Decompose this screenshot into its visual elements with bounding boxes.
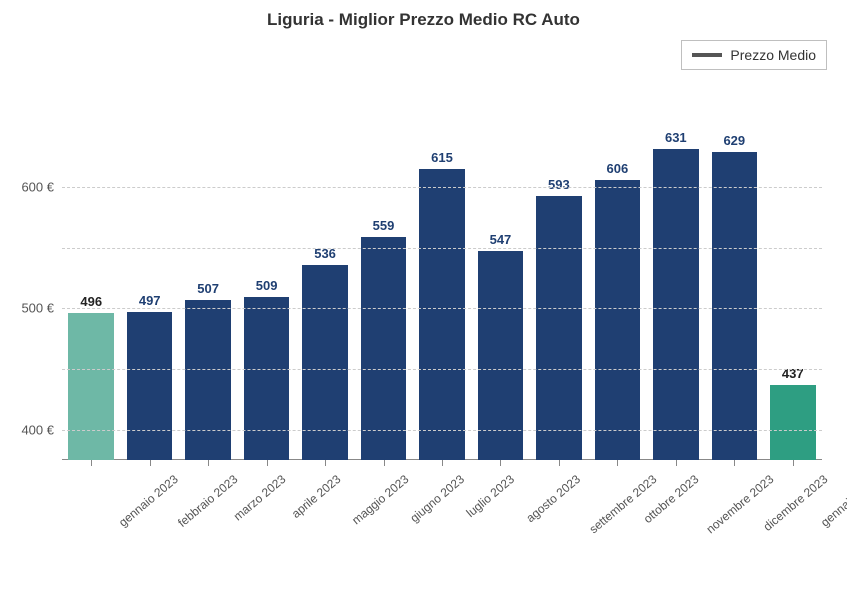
x-tick <box>267 460 268 466</box>
bar: 497 <box>127 312 173 460</box>
x-tick-label: maggio 2023 <box>349 472 411 527</box>
x-tick-label: luglio 2023 <box>464 472 517 520</box>
x-tick-label: agosto 2023 <box>524 472 584 525</box>
bar-value-label: 615 <box>431 150 453 169</box>
x-tick-label: giugno 2023 <box>407 472 467 525</box>
x-tick <box>676 460 677 466</box>
bar: 559 <box>361 237 407 460</box>
x-tick <box>442 460 443 466</box>
x-tick <box>617 460 618 466</box>
y-gridline <box>62 430 822 431</box>
bar: 509 <box>244 297 290 460</box>
x-tick <box>559 460 560 466</box>
x-tick <box>500 460 501 466</box>
x-tick-label: febbraio 2023 <box>175 472 240 530</box>
bar: 507 <box>185 300 231 460</box>
bar: 629 <box>712 152 758 460</box>
x-tick-label: marzo 2023 <box>231 472 289 523</box>
bar-value-label: 507 <box>197 281 219 300</box>
bar: 536 <box>302 265 348 460</box>
y-tick-label: 600 € <box>21 180 62 195</box>
x-tick-label: aprile 2023 <box>289 472 343 521</box>
bar-value-label: 593 <box>548 177 570 196</box>
bar: 496 <box>68 313 114 460</box>
bar: 593 <box>536 196 582 460</box>
y-gridline-minor <box>62 369 822 370</box>
x-tick <box>208 460 209 466</box>
bars-group: 496497507509536559615547593606631629437 <box>62 90 822 460</box>
y-tick-label: 500 € <box>21 301 62 316</box>
x-tick <box>384 460 385 466</box>
x-tick <box>91 460 92 466</box>
chart-container: Liguria - Miglior Prezzo Medio RC Auto P… <box>0 0 847 610</box>
chart-title: Liguria - Miglior Prezzo Medio RC Auto <box>0 10 847 30</box>
x-tick <box>793 460 794 466</box>
y-tick-label: 400 € <box>21 422 62 437</box>
y-gridline-minor <box>62 248 822 249</box>
bar-value-label: 629 <box>723 133 745 152</box>
bar: 606 <box>595 180 641 460</box>
bar-value-label: 509 <box>256 278 278 297</box>
y-gridline <box>62 187 822 188</box>
bar: 615 <box>419 169 465 460</box>
legend-label: Prezzo Medio <box>730 47 816 63</box>
y-gridline <box>62 308 822 309</box>
x-tick <box>150 460 151 466</box>
bar: 437 <box>770 385 816 460</box>
bar: 631 <box>653 149 699 460</box>
legend-line-icon <box>692 53 722 57</box>
bar-value-label: 631 <box>665 130 687 149</box>
bar-value-label: 496 <box>80 294 102 313</box>
x-tick <box>734 460 735 466</box>
x-tick <box>325 460 326 466</box>
x-tick-label: settembre 2023 <box>586 472 659 536</box>
plot-area: 496497507509536559615547593606631629437 … <box>62 90 822 460</box>
bar-value-label: 559 <box>373 218 395 237</box>
bar-value-label: 606 <box>607 161 629 180</box>
legend: Prezzo Medio <box>681 40 827 70</box>
x-tick-label: gennaio 2023 <box>116 472 181 529</box>
